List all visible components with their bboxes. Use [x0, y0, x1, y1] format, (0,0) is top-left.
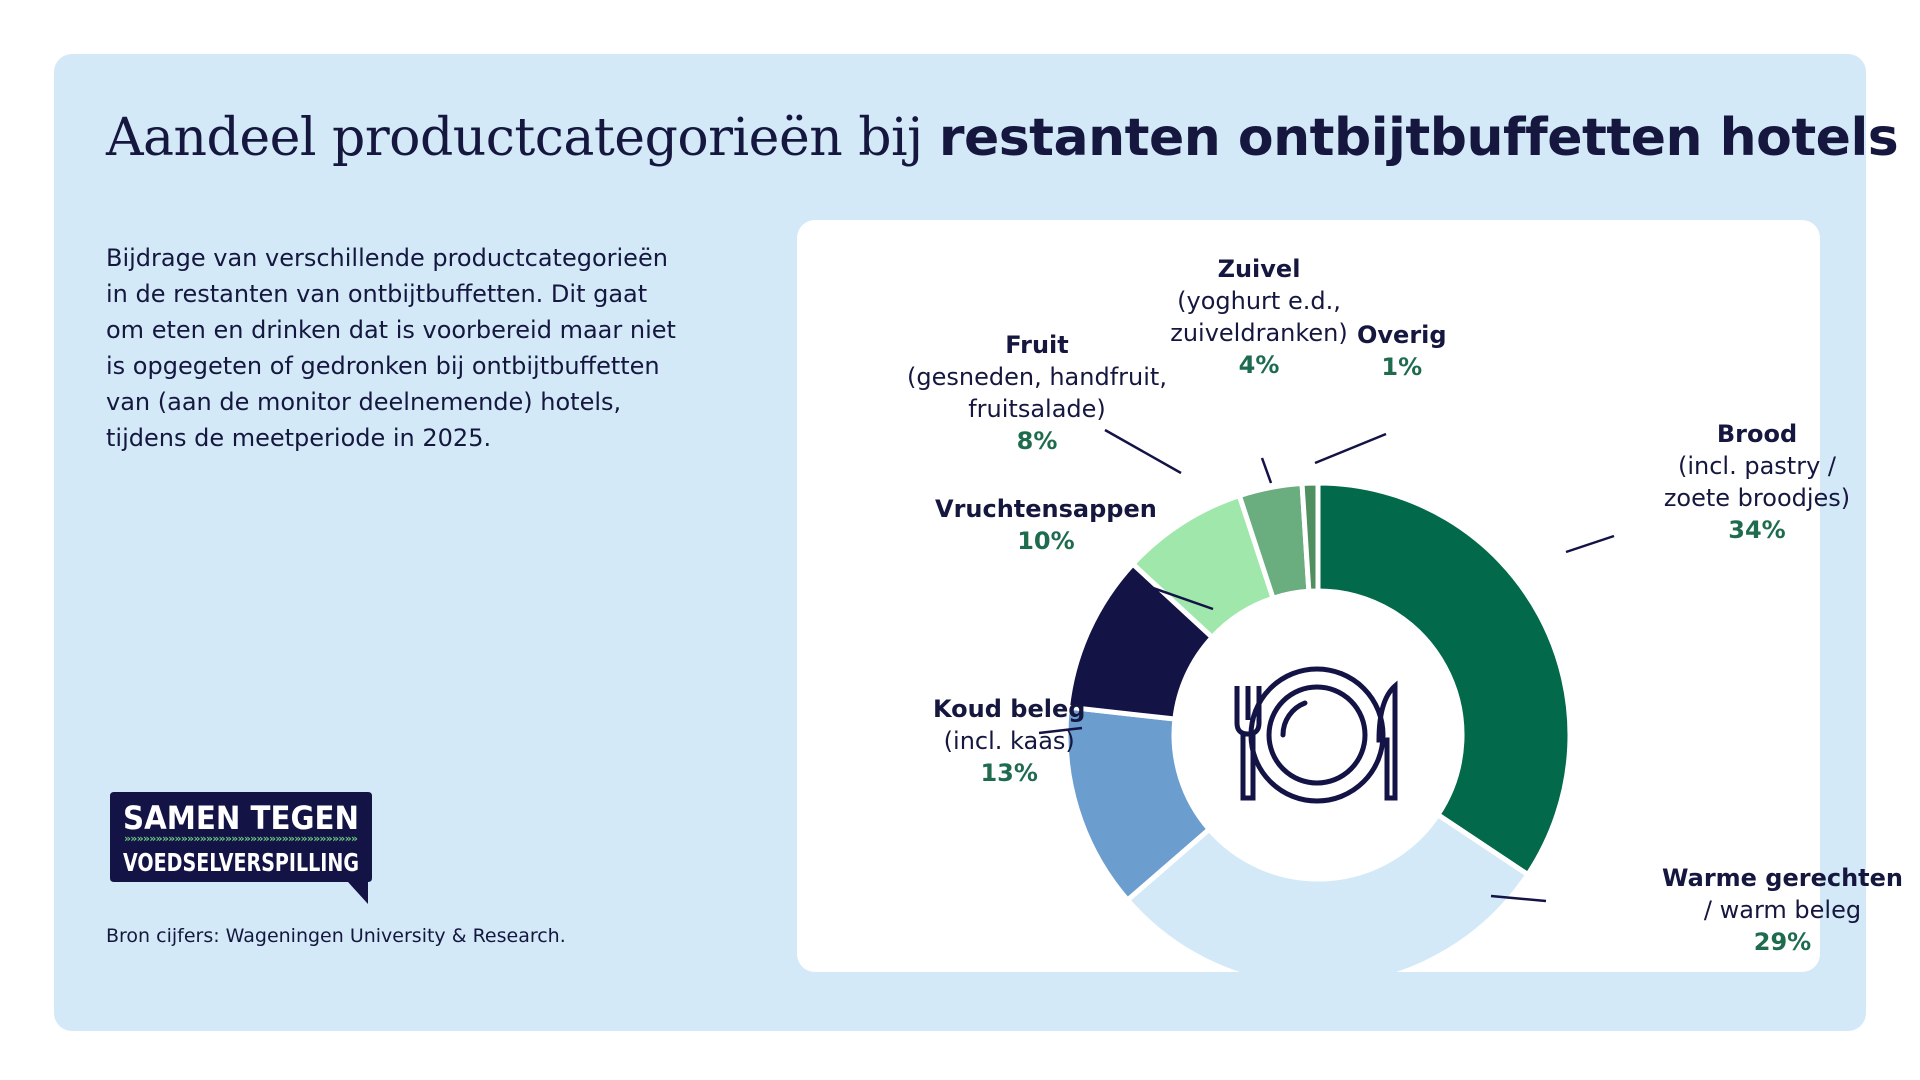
leader-line-warme-gerechten: [1490, 894, 1547, 903]
slice-percentage: 29%: [1753, 928, 1812, 956]
slice-subtitle: (yoghurt e.d., zuiveldranken): [1170, 287, 1348, 347]
title-bold: restanten ontbijtbuffetten hotels: [938, 108, 1899, 168]
slice-name: Warme gerechten: [1662, 864, 1904, 892]
chart-card: Brood (incl. pastry / zoete broodjes) 34% W…: [797, 220, 1903, 972]
slice-label-koud-beleg: Koud beleg (incl. kaas) 13%: [933, 693, 1085, 789]
plate-with-fork-and-knife-icon: [1234, 666, 1398, 804]
slice-name: Vruchtensappen: [935, 495, 1157, 523]
slice-subtitle: (incl. kaas): [943, 727, 1075, 755]
slice-percentage: 1%: [1381, 353, 1423, 381]
leader-line-koud-beleg: [1038, 726, 1083, 735]
donut-slices: [1063, 480, 1573, 972]
slice-label-vruchtensappen: Vruchtensappen 10%: [935, 493, 1157, 557]
leader-line-overig: [1314, 432, 1387, 465]
logo-wheat-divider: »»»»»»»»»»»»»»»»»»»»»»»»»»»»»»»»»»»»»: [124, 832, 358, 845]
source-note: Bron cijfers: Wageningen University & Re…: [106, 925, 566, 947]
slice-name: Brood: [1716, 420, 1798, 448]
slice-label-fruit: Fruit (gesneden, handfruit, fruitsalade) 8…: [897, 329, 1177, 457]
slice-label-brood: Brood (incl. pastry / zoete broodjes) 34%: [1657, 418, 1857, 546]
logo-graphic: SAMEN TEGEN »»»»»»»»»»»»»»»»»»»»»»»»»»»»…: [110, 792, 372, 904]
samen-tegen-voedselverspilling-logo: SAMEN TEGEN »»»»»»»»»»»»»»»»»»»»»»»»»»»»…: [110, 792, 372, 904]
slice-name: Overig: [1357, 321, 1447, 349]
donut-chart: [1038, 428, 1615, 972]
leader-line-brood: [1565, 534, 1615, 554]
page-title: Aandeel productcategorieën bij restanten…: [106, 108, 1899, 168]
slice-subtitle: (incl. pastry / zoete broodjes): [1663, 452, 1851, 512]
logo-line-1: SAMEN TEGEN: [123, 799, 359, 837]
slice-label-zuivel: Zuivel (yoghurt e.d., zuiveldranken) 4%: [1159, 253, 1359, 381]
slice-percentage: 4%: [1238, 351, 1280, 379]
slice-name: Zuivel: [1217, 255, 1301, 283]
slice-subtitle: / warm beleg: [1703, 896, 1862, 924]
title-regular: Aandeel productcategorieën bij: [106, 108, 923, 168]
logo-line-2: VOEDSELVERSPILLING: [123, 848, 359, 877]
leader-line-vruchtensappen: [1132, 579, 1214, 611]
slice-percentage: 8%: [1016, 427, 1058, 455]
slice-label-warme-gerechten: Warme gerechten / warm beleg 29%: [1662, 862, 1903, 958]
leader-lines: [1038, 428, 1615, 903]
leader-line-fruit: [1104, 428, 1182, 475]
slice-label-overig: Overig 1%: [1357, 319, 1447, 383]
slice-name: Fruit: [1005, 331, 1069, 359]
chart-description: Bijdrage van verschillende productcatego…: [106, 244, 676, 452]
slice-subtitle: (gesneden, handfruit, fruitsalade): [907, 363, 1167, 423]
leader-line-zuivel: [1260, 457, 1273, 484]
slice-percentage: 13%: [980, 759, 1038, 787]
slice-percentage: 10%: [1017, 527, 1075, 555]
slice-brood: [1315, 480, 1573, 878]
slice-overig: [1299, 480, 1321, 594]
slice-name: Koud beleg: [933, 695, 1086, 723]
slice-percentage: 34%: [1728, 516, 1786, 544]
slice-warme-gerechten: [1125, 812, 1531, 972]
